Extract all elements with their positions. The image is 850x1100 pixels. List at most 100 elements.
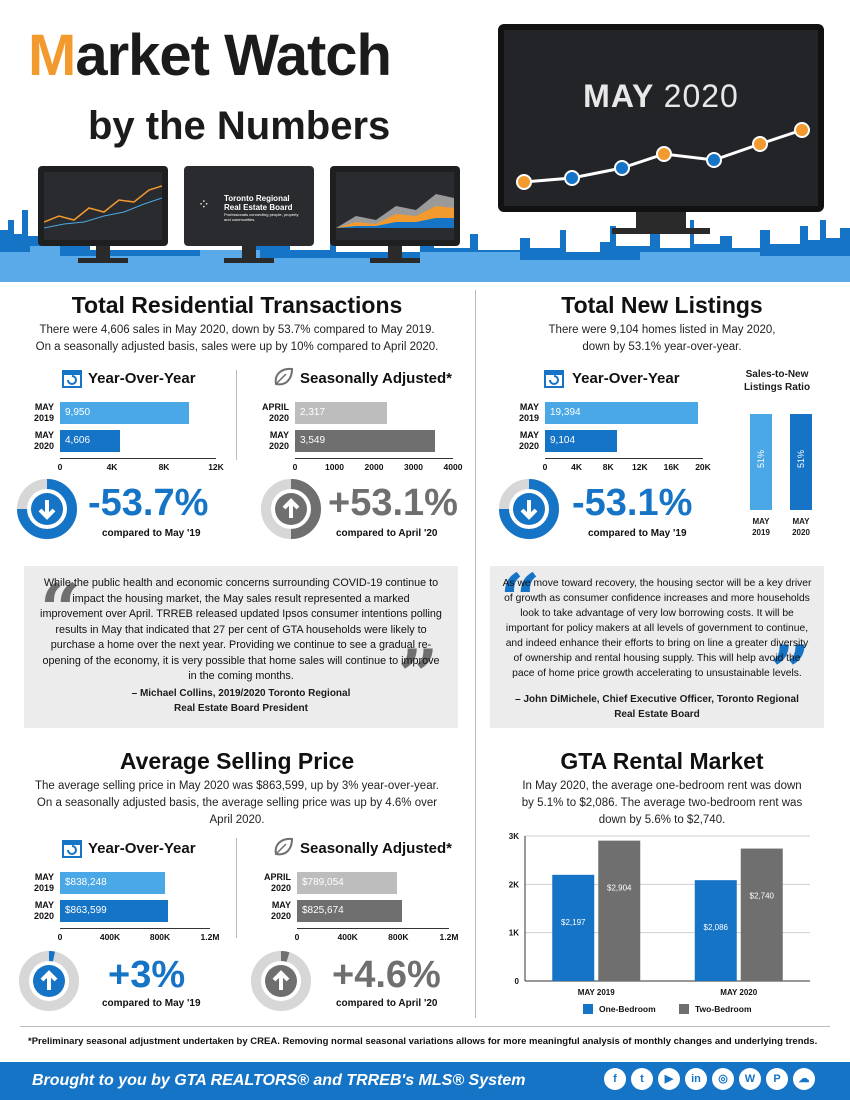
transactions-yoy-compare: compared to May '19 <box>102 528 201 539</box>
transactions-yoy-tick-label: 12K <box>208 462 224 472</box>
rental-category-label: MAY 2019 <box>578 988 615 997</box>
rental-legend-swatch <box>583 1004 593 1014</box>
cloud-icon[interactable]: ☁ <box>793 1068 815 1090</box>
rental-data-label: $2,740 <box>750 892 775 901</box>
price-yoy-bar: $838,248 <box>60 872 165 894</box>
price-yoy-bar: $863,599 <box>60 900 168 922</box>
trreb-logo-line2: Real Estate Board <box>224 203 293 212</box>
listings-yoy-tick-label: 8K <box>602 462 614 472</box>
footer-credit: Brought to you by GTA REALTORS® and TRRE… <box>32 1072 526 1089</box>
linkedin-icon[interactable]: in <box>685 1068 707 1090</box>
transactions-sa-compare: compared to April '20 <box>336 528 438 539</box>
transactions-sa-heading: Seasonally Adjusted* <box>300 370 452 387</box>
listings-yoy-compare: compared to May '19 <box>588 528 687 539</box>
wordpress-icon[interactable]: W <box>739 1068 761 1090</box>
price-sa-tick-label: 1.2M <box>439 932 459 942</box>
rental-tick-label: 0 <box>515 977 520 986</box>
down-arrow-gauge-icon <box>498 478 560 540</box>
transactions-sa-tick-label: 3000 <box>404 462 423 472</box>
price-yoy-compare: compared to May '19 <box>102 998 201 1009</box>
transactions-sa-bar: 3,549 <box>295 430 436 452</box>
transactions-sa-row-label: MAY 2020 <box>268 430 289 451</box>
price-sa-bar: $789,054 <box>297 872 397 894</box>
rental-data-label: $2,197 <box>561 918 586 927</box>
ratio-bar-label: MAY 2020 <box>792 517 810 537</box>
transactions-yoy-row-label: MAY 2020 <box>33 430 54 451</box>
price-sa-change: +4.6% <box>332 954 441 996</box>
calendar-icon <box>62 368 82 388</box>
trend-line-graphic <box>516 122 810 190</box>
rental-bar <box>694 880 737 981</box>
ratio-heading: Sales-to-New Listings Ratio <box>743 369 811 393</box>
rental-description: In May 2020, the average one-bedroom ren… <box>521 780 803 826</box>
open-quote-icon: “ <box>40 568 81 651</box>
price-sa-bar: $825,674 <box>297 900 402 922</box>
transactions-yoy-bar: 4,606 <box>60 430 120 452</box>
transactions-yoy-tick-label: 4K <box>106 462 118 472</box>
instagram-icon[interactable]: ◎ <box>712 1068 734 1090</box>
listings-yoy-bar: 19,394 <box>545 402 699 424</box>
price-sa-axis <box>297 928 449 929</box>
listings-yoy-tick-label: 12K <box>632 462 648 472</box>
transactions-yoy-axis <box>60 458 216 459</box>
price-yoy-heading: Year-Over-Year <box>88 840 196 857</box>
price-yoy-row-label: MAY 2020 <box>33 900 54 921</box>
price-yoy-row-label: MAY 2019 <box>33 872 54 893</box>
quote-box-collins: “ ” While the public health and economic… <box>24 566 458 728</box>
rental-legend-label: Two-Bedroom <box>695 1004 752 1014</box>
rental-chart: 0 1K 2K 3K $2,197 $2,904 MAY 2019 $2,086 $2,740 M… <box>509 832 810 1014</box>
price-yoy-tick-label: 800K <box>149 932 171 942</box>
transactions-sa-tick-label: 4000 <box>443 462 463 472</box>
ratio-value: 51% <box>756 450 766 469</box>
rental-bar <box>740 848 783 981</box>
leaf-icon <box>272 366 294 388</box>
price-title: Average Selling Price <box>119 748 355 774</box>
price-sa-heading: Seasonally Adjusted* <box>300 840 452 857</box>
center-divider <box>475 290 476 1018</box>
youtube-icon[interactable]: ▶ <box>658 1068 680 1090</box>
trreb-dots-icon: ⁘ <box>198 196 210 212</box>
transactions-yoy-tick-label: 8K <box>158 462 170 472</box>
ratio-bar-label: MAY 2019 <box>752 517 770 537</box>
price-sa-tick-label: 800K <box>388 932 409 942</box>
listings-yoy-bar: 9,104 <box>545 430 617 452</box>
rental-bar <box>598 840 641 981</box>
divider <box>236 370 237 460</box>
report-date: MAY 2020 <box>583 78 739 114</box>
up-arrow-gauge-icon <box>250 950 312 1012</box>
monitor-may-2020: MAY 2020 <box>498 24 824 212</box>
rental-tick-label: 1K <box>509 929 519 938</box>
rental-legend-label: One-Bedroom <box>599 1004 656 1014</box>
pinterest-icon[interactable]: P <box>766 1068 788 1090</box>
ratio-bar: 51% <box>790 414 812 510</box>
page-title: Market Watch <box>28 23 392 88</box>
price-yoy-tick-label: 400K <box>99 932 121 942</box>
twitter-icon[interactable]: t <box>631 1068 653 1090</box>
price-yoy-change: +3% <box>108 954 186 996</box>
transactions-sa-tick-label: 0 <box>292 462 298 472</box>
up-arrow-gauge-icon <box>18 950 80 1012</box>
transactions-yoy-heading: Year-Over-Year <box>88 370 196 387</box>
transactions-sa-bar: 2,317 <box>295 402 387 424</box>
price-sa-tick-label: 0 <box>294 932 300 942</box>
leaf-icon <box>272 836 294 858</box>
rental-tick-label: 2K <box>509 880 519 889</box>
transactions-yoy-tick-label: 0 <box>57 462 63 472</box>
up-arrow-gauge-icon <box>260 478 322 540</box>
quote-text: While the public health and economic con… <box>40 577 442 682</box>
listings-yoy-tick-label: 16K <box>663 462 680 472</box>
transactions-sa-change: +53.1% <box>328 482 458 524</box>
monitor-stock-chart <box>38 166 168 263</box>
transactions-sa-axis <box>295 458 453 459</box>
calendar-icon <box>62 838 82 858</box>
price-sa-row-label: MAY 2020 <box>270 900 291 921</box>
divider <box>20 1026 830 1027</box>
listings-yoy-tick-label: 20K <box>695 462 711 472</box>
listings-yoy-heading: Year-Over-Year <box>572 370 680 387</box>
calendar-icon <box>544 368 564 388</box>
skyline-graphic <box>0 210 850 282</box>
rental-legend-swatch <box>679 1004 689 1014</box>
rental-category-label: MAY 2020 <box>720 988 757 997</box>
rental-title: GTA Rental Market <box>560 748 764 774</box>
facebook-icon[interactable]: f <box>604 1068 626 1090</box>
